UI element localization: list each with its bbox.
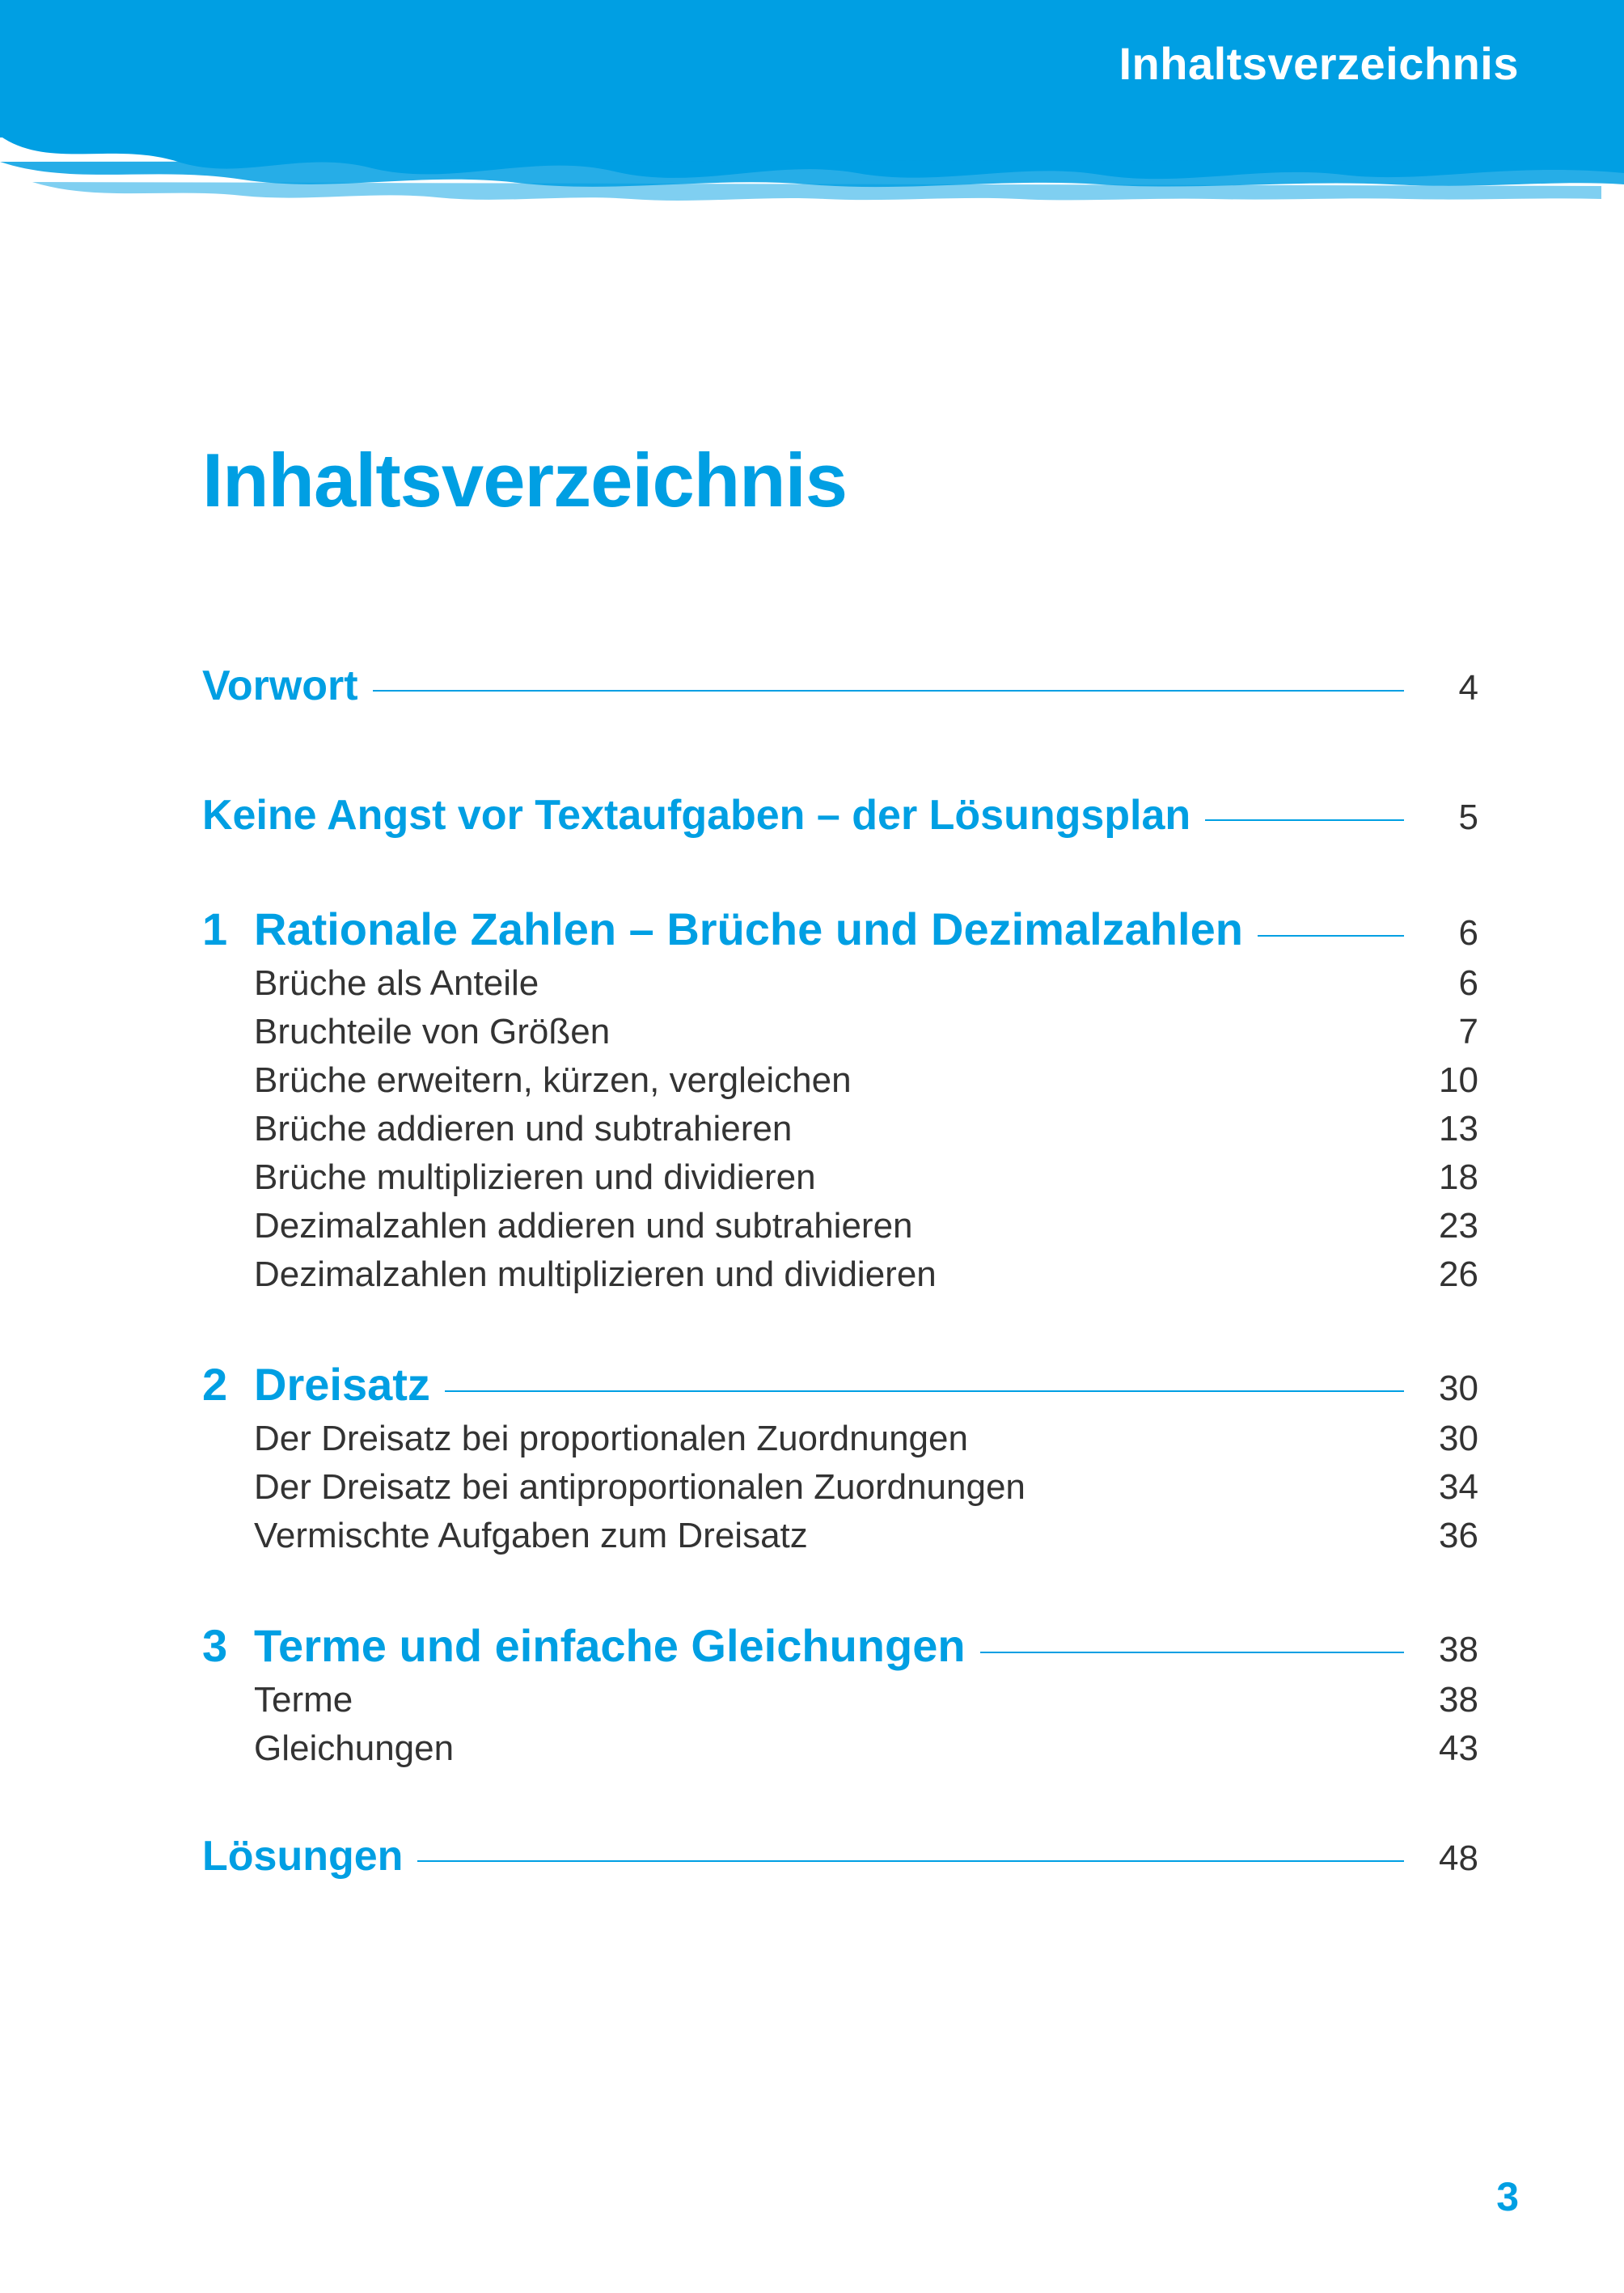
toc-back-row: Lösungen 48	[202, 1832, 1478, 1881]
toc-sub-label: Gleichungen	[254, 1728, 454, 1769]
toc-chapter-number: 2	[202, 1358, 254, 1411]
toc-page-number: 34	[1422, 1467, 1478, 1508]
toc-page-number: 23	[1422, 1206, 1478, 1246]
toc-sub-label: Dezimalzahlen multiplizieren und dividie…	[254, 1254, 937, 1295]
toc-sub-row: Bruchteile von Größen 7	[202, 1012, 1478, 1052]
toc-leader-line	[1205, 819, 1404, 821]
toc-page-number: 6	[1422, 963, 1478, 1004]
toc-chapter-row: 1Rationale Zahlen – Brüche und Dezimalza…	[202, 903, 1478, 955]
toc-page-number: 43	[1422, 1728, 1478, 1769]
toc-page-number: 5	[1422, 797, 1478, 838]
toc-leader-line	[1258, 935, 1404, 937]
toc-heading-label: Keine Angst vor Textaufgaben – der Lösun…	[202, 791, 1191, 840]
toc-page-number: 18	[1422, 1157, 1478, 1198]
toc-body: Vorwort 4 Keine Angst vor Textaufgaben – d…	[202, 662, 1478, 1881]
toc-front-row: Keine Angst vor Textaufgaben – der Lösun…	[202, 791, 1478, 840]
toc-sub-row: Dezimalzahlen multiplizieren und dividie…	[202, 1254, 1478, 1295]
toc-page-number: 38	[1422, 1680, 1478, 1720]
toc-front-row: Vorwort 4	[202, 662, 1478, 710]
toc-chapter-title: Dreisatz	[254, 1359, 430, 1410]
footer-page-number: 3	[1496, 2173, 1519, 2220]
toc-chapter-label: 3Terme und einfache Gleichungen	[202, 1619, 966, 1672]
toc-page-number: 38	[1422, 1630, 1478, 1670]
toc-page-number: 26	[1422, 1254, 1478, 1295]
toc-content: Inhaltsverzeichnis Vorwort 4 Keine Angst v…	[0, 226, 1624, 1881]
toc-sub-label: Der Dreisatz bei proportionalen Zuordnun…	[254, 1419, 968, 1459]
toc-sub-label: Terme	[254, 1680, 353, 1720]
toc-chapter-label: 2Dreisatz	[202, 1358, 430, 1411]
toc-sub-row: Gleichungen 43	[202, 1728, 1478, 1769]
header-banner: Inhaltsverzeichnis	[0, 0, 1624, 226]
toc-heading-label: Vorwort	[202, 662, 358, 710]
banner-brush-icon	[0, 0, 1624, 226]
toc-chapter-title: Rationale Zahlen – Brüche und Dezimalzah…	[254, 903, 1243, 954]
toc-page-number: 30	[1422, 1419, 1478, 1459]
toc-sub-label: Brüche erweitern, kürzen, vergleichen	[254, 1060, 852, 1101]
toc-sub-row: Brüche addieren und subtrahieren 13	[202, 1109, 1478, 1149]
toc-sub-label: Der Dreisatz bei antiproportionalen Zuor…	[254, 1467, 1026, 1508]
toc-sub-row: Terme 38	[202, 1680, 1478, 1720]
toc-sub-row: Vermischte Aufgaben zum Dreisatz 36	[202, 1516, 1478, 1556]
document-page: Inhaltsverzeichnis Inhaltsverzeichnis Vo…	[0, 0, 1624, 2293]
toc-sub-row: Brüche erweitern, kürzen, vergleichen 10	[202, 1060, 1478, 1101]
toc-chapter-label: 1Rationale Zahlen – Brüche und Dezimalza…	[202, 903, 1243, 955]
banner-title: Inhaltsverzeichnis	[1119, 37, 1519, 90]
toc-sub-label: Brüche als Anteile	[254, 963, 539, 1004]
toc-sub-row: Brüche als Anteile 6	[202, 963, 1478, 1004]
toc-chapter-title: Terme und einfache Gleichungen	[254, 1620, 966, 1671]
toc-page-number: 30	[1422, 1369, 1478, 1409]
toc-sub-label: Dezimalzahlen addieren und subtrahieren	[254, 1206, 913, 1246]
toc-sub-row: Dezimalzahlen addieren und subtrahieren 2…	[202, 1206, 1478, 1246]
toc-leader-line	[980, 1652, 1404, 1653]
toc-sub-label: Brüche multiplizieren und dividieren	[254, 1157, 816, 1198]
toc-sub-label: Vermischte Aufgaben zum Dreisatz	[254, 1516, 808, 1556]
toc-sub-label: Bruchteile von Größen	[254, 1012, 610, 1052]
toc-page-number: 4	[1422, 668, 1478, 709]
toc-sub-row: Der Dreisatz bei antiproportionalen Zuor…	[202, 1467, 1478, 1508]
toc-page-number: 6	[1422, 913, 1478, 954]
toc-heading-label: Lösungen	[202, 1832, 403, 1881]
toc-leader-line	[373, 690, 1404, 692]
toc-page-number: 7	[1422, 1012, 1478, 1052]
toc-page-number: 13	[1422, 1109, 1478, 1149]
toc-leader-line	[417, 1860, 1404, 1862]
toc-chapter-number: 1	[202, 903, 254, 955]
toc-chapter-row: 2Dreisatz 30	[202, 1358, 1478, 1411]
toc-page-number: 36	[1422, 1516, 1478, 1556]
toc-sub-label: Brüche addieren und subtrahieren	[254, 1109, 792, 1149]
toc-leader-line	[445, 1390, 1404, 1392]
toc-sub-row: Brüche multiplizieren und dividieren 18	[202, 1157, 1478, 1198]
toc-page-number: 48	[1422, 1838, 1478, 1879]
toc-page-number: 10	[1422, 1060, 1478, 1101]
page-title: Inhaltsverzeichnis	[202, 437, 1478, 524]
toc-chapter-number: 3	[202, 1619, 254, 1672]
toc-chapter-row: 3Terme und einfache Gleichungen 38	[202, 1619, 1478, 1672]
toc-sub-row: Der Dreisatz bei proportionalen Zuordnun…	[202, 1419, 1478, 1459]
